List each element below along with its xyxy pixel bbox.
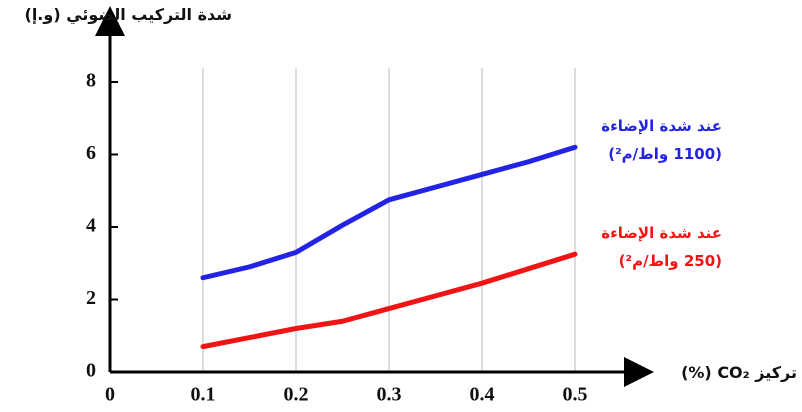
x-tick-label: 0 [105, 384, 115, 406]
legend-label: عند شدة الإضاءة (250 واط/م²) [601, 224, 722, 270]
y-axis-label: شدة التركيب الضوئي (و.إ) [24, 5, 233, 24]
x-tick-label: 0.4 [470, 384, 495, 406]
legend-label: عند شدة الإضاءة (1100 واط/م²) [601, 117, 722, 163]
x-tick-label: 0.3 [377, 384, 402, 406]
x-tick-label: 0.1 [191, 384, 216, 406]
y-tick-label: 6 [86, 142, 96, 164]
line [200, 144, 578, 281]
x-axis-label: تركيز CO₂ (%) [681, 363, 797, 382]
line [200, 251, 578, 350]
y-tick-label: 2 [86, 287, 96, 309]
x-tick-label: 0.5 [563, 384, 588, 406]
x-tick-label: 0.2 [284, 384, 309, 406]
y-tick-label: 0 [86, 360, 96, 382]
y-tick-label: 4 [86, 215, 96, 237]
y-tick-label: 8 [86, 70, 96, 92]
